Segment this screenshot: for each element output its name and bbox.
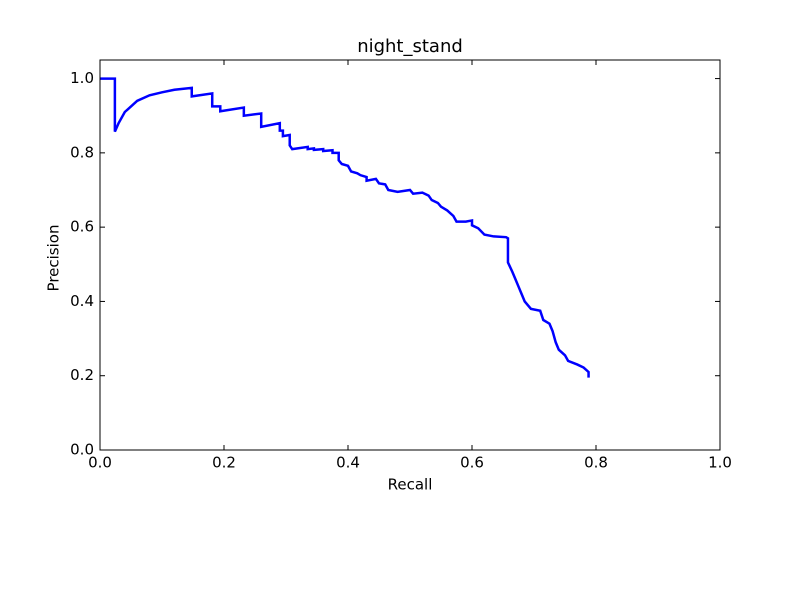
pr-curve <box>100 77 590 378</box>
x-tick-label: 0.0 <box>88 454 112 472</box>
x-tick-label: 0.4 <box>336 454 360 472</box>
plot-frame <box>99 59 721 451</box>
y-tick-label: 0.0 <box>70 441 94 459</box>
chart-title: night_stand <box>357 36 463 57</box>
x-tick-label: 1.0 <box>708 454 732 472</box>
y-tick-label: 1.0 <box>70 69 94 87</box>
y-tick-label: 0.4 <box>70 292 94 310</box>
x-tick-label: 0.6 <box>460 454 484 472</box>
y-axis-label: Precision <box>45 225 63 292</box>
x-tick-label: 0.8 <box>584 454 608 472</box>
y-tick-label: 0.2 <box>70 366 94 384</box>
y-tick-label: 0.8 <box>70 143 94 161</box>
y-tick-label: 0.6 <box>70 218 94 236</box>
x-axis-label: Recall <box>388 476 433 494</box>
x-tick-label: 0.2 <box>212 454 236 472</box>
